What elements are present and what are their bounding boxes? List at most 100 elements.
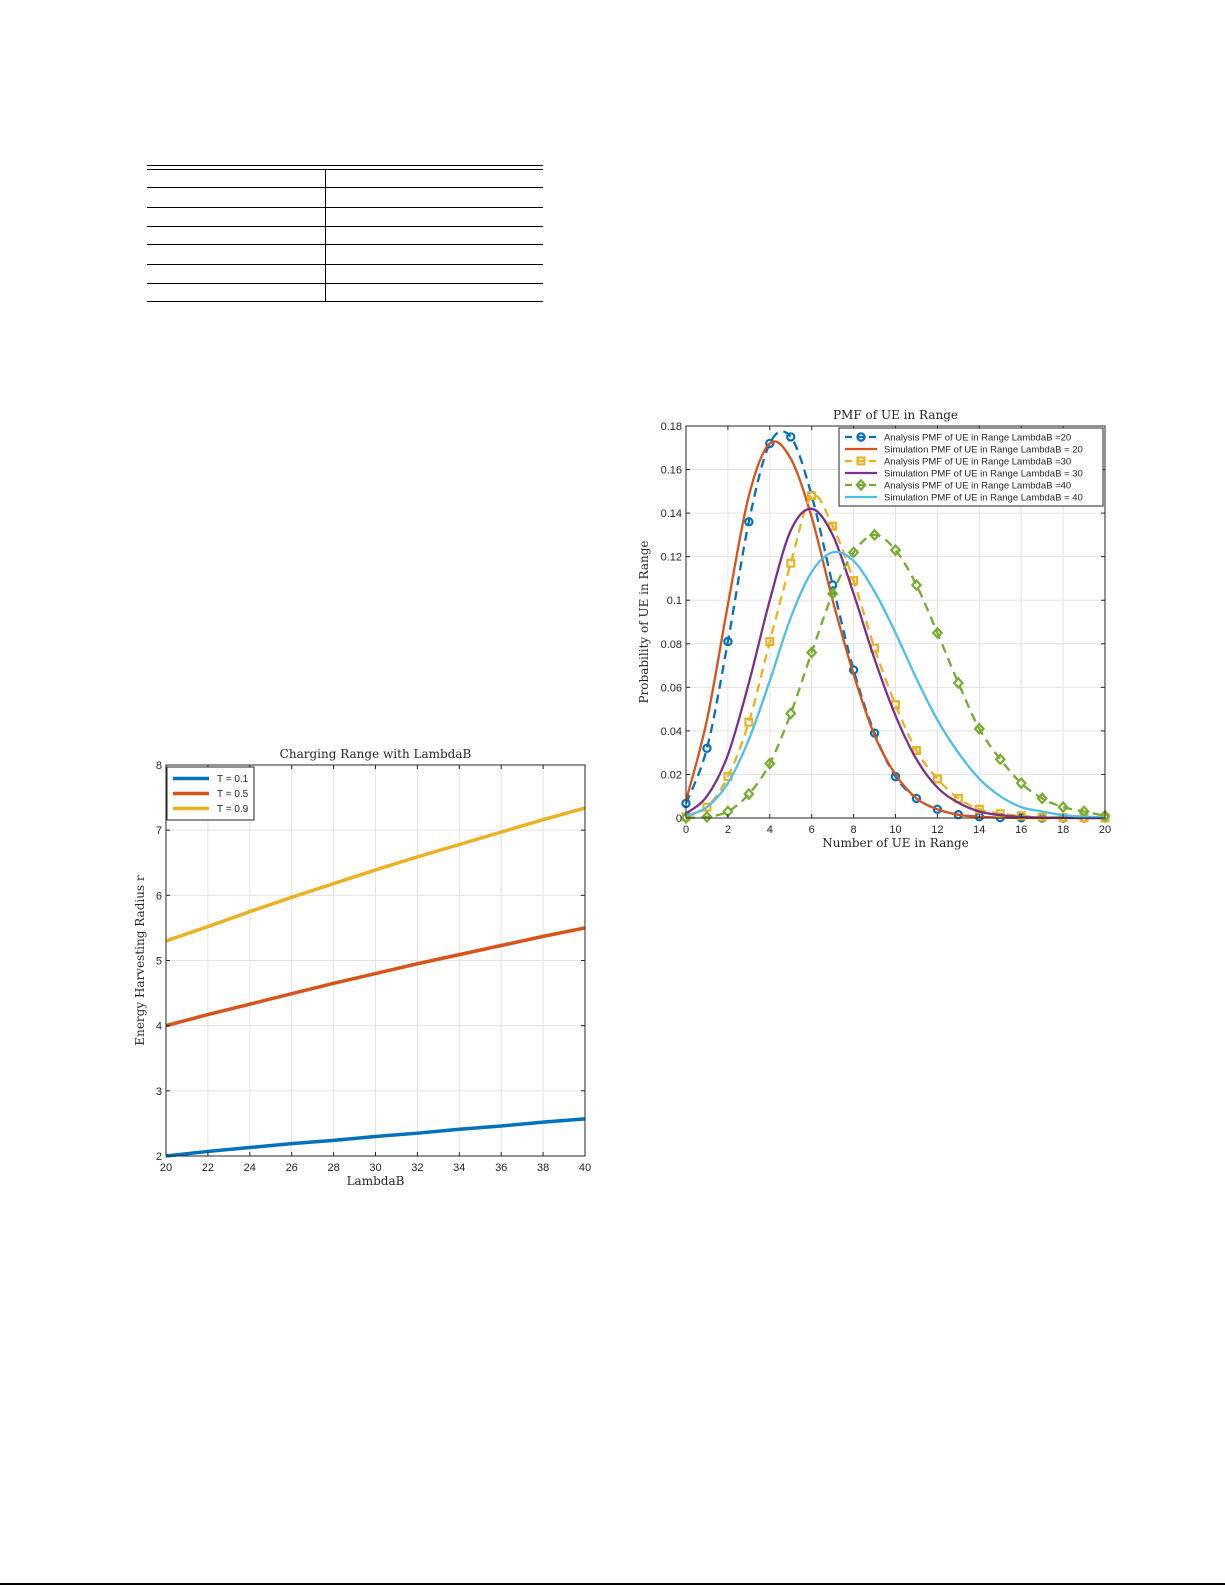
y-axis-label: Energy Harvesting Radius r bbox=[133, 875, 147, 1046]
series-line bbox=[685, 507, 1106, 820]
diamond-marker bbox=[785, 707, 797, 720]
diamond-marker bbox=[847, 546, 860, 559]
chart-title: PMF of UE in Range bbox=[833, 408, 958, 422]
square-marker bbox=[807, 491, 817, 501]
legend-label: Analysis PMF of UE in Range LambdaB =40 bbox=[884, 481, 1071, 492]
ticks: 0 2 4 6 8 10 12 14 16 18 20 0 0.02 0.04 0.06 0.08 0.1 0.1… bbox=[661, 421, 1112, 836]
circle-marker bbox=[765, 438, 775, 449]
series-line bbox=[165, 926, 586, 1028]
y-tick-label: 8 bbox=[156, 760, 162, 772]
series-line bbox=[165, 1117, 586, 1158]
x-tick-label: 0 bbox=[683, 824, 689, 836]
y-axis-label: Probability of UE in Range bbox=[637, 540, 651, 703]
y-tick-label: 0.04 bbox=[661, 726, 682, 738]
x-axis-label: LambdaB bbox=[347, 1174, 405, 1188]
diamond-marker bbox=[910, 578, 923, 592]
table-bottom-rule bbox=[147, 301, 543, 302]
y-tick-label: 7 bbox=[156, 825, 162, 837]
table-row-rule bbox=[147, 226, 543, 227]
table-column-divider bbox=[325, 169, 326, 301]
circle-marker bbox=[911, 793, 922, 804]
legend-label: T = 0.1 bbox=[217, 774, 249, 785]
table-header-rule bbox=[147, 169, 543, 170]
series-line bbox=[165, 806, 586, 943]
y-tick-label: 0.16 bbox=[661, 465, 682, 477]
x-tick-label: 6 bbox=[809, 824, 815, 836]
diamond-marker bbox=[994, 752, 1006, 766]
square-marker bbox=[744, 717, 754, 727]
x-tick-label: 24 bbox=[244, 1162, 256, 1174]
x-tick-label: 4 bbox=[767, 824, 773, 836]
table-row-rule bbox=[147, 207, 543, 208]
legend-label: Analysis PMF of UE in Range LambdaB =20 bbox=[884, 433, 1071, 444]
x-axis-label: Number of UE in Range bbox=[822, 836, 968, 850]
diamond-marker bbox=[701, 810, 713, 824]
x-tick-label: 18 bbox=[1057, 824, 1069, 836]
data-table bbox=[147, 165, 543, 303]
diamond-marker bbox=[764, 757, 776, 770]
diamond-marker bbox=[855, 478, 867, 492]
series-line bbox=[685, 550, 1106, 819]
x-tick-label: 20 bbox=[1099, 824, 1111, 836]
x-tick-label: 26 bbox=[286, 1162, 298, 1174]
diamond-marker bbox=[806, 646, 818, 659]
y-tick-label: 3 bbox=[156, 1086, 162, 1098]
diamond-marker bbox=[1099, 809, 1111, 823]
x-tick-label: 32 bbox=[411, 1162, 423, 1174]
table-top-rule bbox=[147, 165, 543, 166]
y-tick-label: 0.06 bbox=[661, 682, 682, 694]
y-tick-label: 2 bbox=[156, 1151, 162, 1163]
circle-marker bbox=[856, 432, 866, 442]
y-tick-label: 0.12 bbox=[661, 552, 682, 564]
diamond-marker bbox=[1015, 776, 1027, 790]
diamond-marker bbox=[889, 543, 902, 557]
y-tick-label: 5 bbox=[156, 956, 162, 968]
circle-marker bbox=[702, 743, 712, 754]
legend-label: T = 0.5 bbox=[217, 789, 249, 800]
legend-label: Simulation PMF of UE in Range LambdaB = … bbox=[884, 445, 1083, 456]
pmf-chart: 0 2 4 6 8 10 12 14 16 18 20 0 0.02 0.04 0.06 0.08 0.1 0.1… bbox=[637, 408, 1112, 850]
x-tick-label: 38 bbox=[537, 1162, 549, 1174]
y-tick-label: 0.02 bbox=[661, 769, 682, 781]
legend: T = 0.1 T = 0.5 T = 0.9 bbox=[166, 766, 255, 821]
series-line bbox=[685, 533, 1106, 819]
table-row-rule bbox=[147, 244, 543, 245]
diamond-marker bbox=[680, 811, 692, 825]
y-tick-label: 0 bbox=[676, 813, 682, 825]
diamond-marker bbox=[973, 722, 985, 735]
square-marker bbox=[856, 456, 866, 466]
circle-marker bbox=[723, 636, 733, 647]
diamond-marker bbox=[1036, 792, 1048, 805]
square-marker bbox=[702, 802, 712, 812]
x-tick-label: 2 bbox=[725, 824, 731, 836]
diamond-marker bbox=[826, 587, 839, 600]
circle-marker bbox=[932, 804, 943, 814]
diamond-marker bbox=[952, 676, 965, 690]
x-tick-label: 22 bbox=[202, 1162, 214, 1174]
x-tick-label: 30 bbox=[369, 1162, 381, 1174]
x-tick-label: 8 bbox=[851, 824, 857, 836]
legend-box bbox=[838, 427, 1104, 507]
x-tick-label: 28 bbox=[327, 1162, 339, 1174]
diamond-marker bbox=[743, 787, 755, 801]
x-tick-label: 16 bbox=[1015, 824, 1027, 836]
legend-label: T = 0.9 bbox=[217, 804, 249, 815]
legend-label: Simulation PMF of UE in Range LambdaB = … bbox=[884, 469, 1083, 480]
y-tick-label: 0.08 bbox=[661, 639, 682, 651]
y-tick-label: 6 bbox=[156, 890, 162, 902]
x-tick-label: 40 bbox=[579, 1162, 591, 1174]
legend-label: Simulation PMF of UE in Range LambdaB = … bbox=[884, 493, 1083, 504]
page-bottom-rule bbox=[0, 1583, 1225, 1585]
series-group bbox=[165, 806, 586, 1158]
table-row-rule bbox=[147, 283, 543, 284]
square-marker bbox=[786, 558, 796, 568]
square-marker bbox=[932, 774, 942, 784]
x-tick-label: 10 bbox=[889, 824, 901, 836]
x-tick-label: 14 bbox=[973, 824, 985, 836]
square-marker bbox=[765, 637, 775, 647]
table-row-rule bbox=[147, 264, 543, 265]
circle-marker bbox=[786, 432, 796, 442]
y-tick-label: 0.14 bbox=[661, 508, 682, 520]
